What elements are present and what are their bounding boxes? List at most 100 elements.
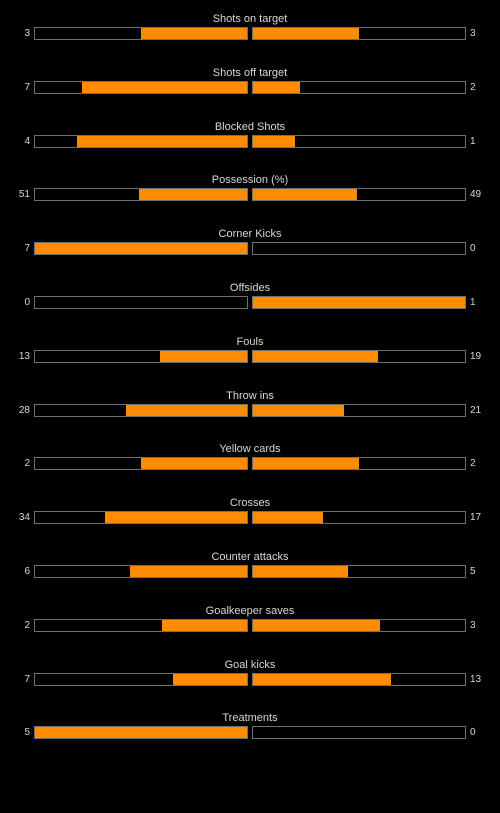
away-value: 0: [470, 243, 476, 254]
home-value: 7: [24, 243, 30, 254]
away-bar-track: [252, 457, 466, 470]
home-bar-fill: [162, 620, 247, 631]
away-value: 13: [470, 674, 482, 685]
away-bar-track: [252, 27, 466, 40]
away-value: 0: [470, 727, 476, 738]
stat-label: Possession (%): [211, 174, 289, 186]
stat-row-shots-off-target: Shots off target 7 2: [0, 66, 500, 108]
stat-label: Shots on target: [212, 13, 288, 25]
away-bar-fill: [253, 351, 378, 362]
away-bar-fill: [253, 405, 344, 416]
away-bar-track: [252, 619, 466, 632]
away-bar-fill: [253, 189, 357, 200]
stat-row-throw-ins: Throw ins 28 21: [0, 389, 500, 431]
away-bar-track: [252, 242, 466, 255]
stat-label: Offsides: [229, 282, 271, 294]
away-bar-track: [252, 350, 466, 363]
stat-row-blocked-shots: Blocked Shots 4 1: [0, 120, 500, 162]
stat-row-corner-kicks: Corner Kicks 7 0: [0, 227, 500, 269]
away-bar-track: [252, 135, 466, 148]
home-bar-track: [34, 565, 248, 578]
stat-label: Corner Kicks: [218, 228, 282, 240]
home-bar-fill: [35, 243, 247, 254]
home-bar-fill: [173, 674, 247, 685]
home-bar-track: [34, 296, 248, 309]
away-bar-fill: [253, 566, 348, 577]
away-bar-track: [252, 673, 466, 686]
home-bar-fill: [126, 405, 247, 416]
away-bar-track: [252, 188, 466, 201]
away-bar-track: [252, 565, 466, 578]
home-bar-fill: [82, 82, 247, 93]
stat-label: Goalkeeper saves: [205, 605, 295, 617]
stat-label: Blocked Shots: [214, 121, 286, 133]
stat-label: Crosses: [229, 497, 271, 509]
home-value: 13: [18, 351, 30, 362]
home-value: 0: [24, 297, 30, 308]
away-value: 17: [470, 512, 482, 523]
away-value: 2: [470, 82, 476, 93]
stat-row-goal-kicks: Goal kicks 7 13: [0, 658, 500, 700]
home-bar-track: [34, 242, 248, 255]
stat-label: Counter attacks: [211, 551, 289, 563]
stat-row-possession: Possession (%) 51 49: [0, 173, 500, 215]
stat-row-treatments: Treatments 5 0: [0, 711, 500, 753]
away-value: 3: [470, 28, 476, 39]
away-bar-track: [252, 404, 466, 417]
home-bar-track: [34, 673, 248, 686]
away-bar-fill: [253, 674, 391, 685]
home-value: 51: [18, 189, 30, 200]
home-value: 6: [24, 566, 30, 577]
home-bar-track: [34, 619, 248, 632]
home-bar-track: [34, 404, 248, 417]
home-bar-fill: [77, 136, 247, 147]
home-bar-track: [34, 188, 248, 201]
stat-row-crosses: Crosses 34 17: [0, 496, 500, 538]
home-bar-fill: [105, 512, 247, 523]
home-value: 34: [18, 512, 30, 523]
home-bar-track: [34, 27, 248, 40]
away-bar-track: [252, 726, 466, 739]
away-value: 49: [470, 189, 482, 200]
away-bar-fill: [253, 297, 465, 308]
home-value: 5: [24, 727, 30, 738]
stat-label: Throw ins: [226, 390, 274, 402]
stat-row-offsides: Offsides 0 1: [0, 281, 500, 323]
home-bar-track: [34, 726, 248, 739]
stat-label: Goal kicks: [224, 659, 276, 671]
home-bar-fill: [139, 189, 247, 200]
home-bar-track: [34, 81, 248, 94]
stat-row-goalkeeper-saves: Goalkeeper saves 2 3: [0, 604, 500, 646]
home-value: 3: [24, 28, 30, 39]
away-bar-fill: [253, 512, 323, 523]
home-bar-fill: [35, 727, 247, 738]
away-value: 1: [470, 297, 476, 308]
home-bar-track: [34, 511, 248, 524]
away-bar-track: [252, 296, 466, 309]
home-bar-track: [34, 135, 248, 148]
stat-row-counter-attacks: Counter attacks 6 5: [0, 550, 500, 592]
away-value: 3: [470, 620, 476, 631]
away-bar-fill: [253, 620, 380, 631]
away-value: 2: [470, 458, 476, 469]
home-bar-track: [34, 457, 248, 470]
home-bar-fill: [141, 28, 247, 39]
away-bar-fill: [253, 82, 300, 93]
away-value: 19: [470, 351, 482, 362]
stat-label: Treatments: [222, 712, 278, 724]
home-bar-fill: [130, 566, 247, 577]
stat-row-fouls: Fouls 13 19: [0, 335, 500, 377]
home-value: 4: [24, 136, 30, 147]
away-value: 1: [470, 136, 476, 147]
stat-row-shots-on-target: Shots on target 3 3: [0, 12, 500, 54]
away-bar-fill: [253, 136, 295, 147]
home-bar-fill: [141, 458, 247, 469]
away-value: 21: [470, 405, 482, 416]
stat-row-yellow-cards: Yellow cards 2 2: [0, 442, 500, 484]
stat-label: Shots off target: [212, 67, 288, 79]
stat-label: Fouls: [236, 336, 264, 348]
home-bar-track: [34, 350, 248, 363]
home-value: 7: [24, 674, 30, 685]
home-value: 28: [18, 405, 30, 416]
